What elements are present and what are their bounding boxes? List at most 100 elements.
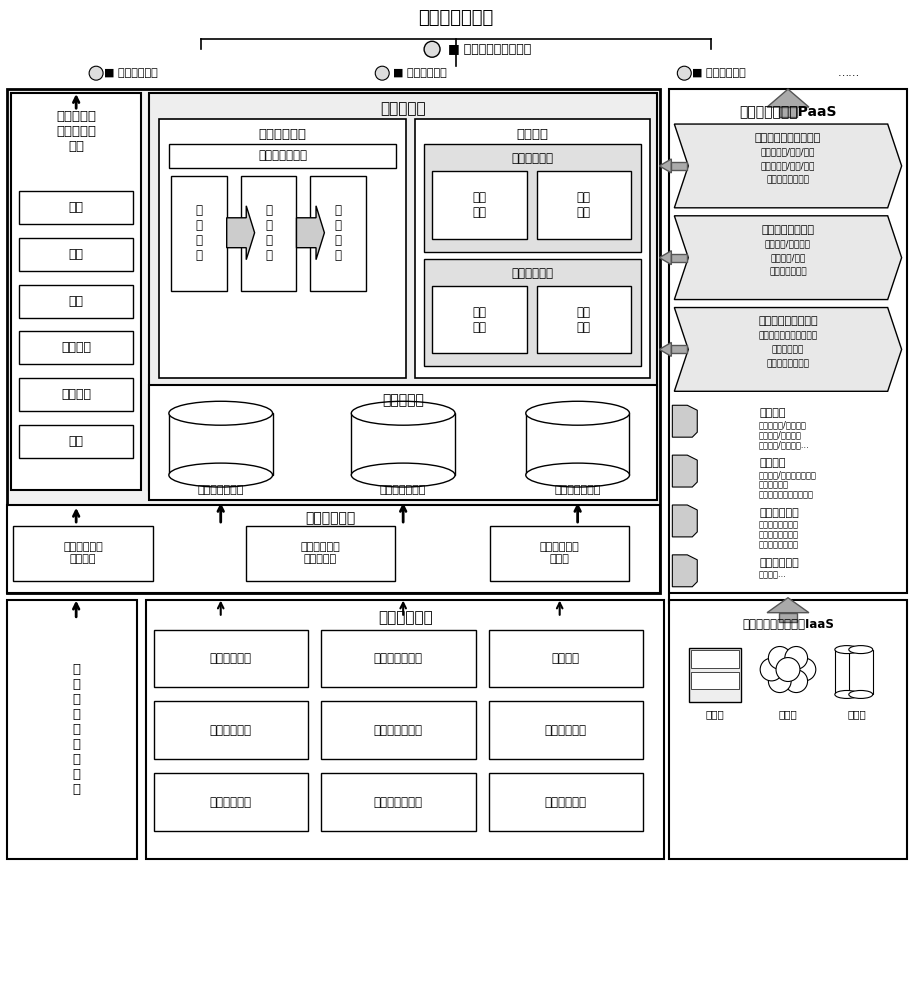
Text: 平台服务支撑层PaaS: 平台服务支撑层PaaS	[739, 104, 835, 118]
Polygon shape	[169, 413, 272, 475]
Circle shape	[89, 66, 103, 80]
Polygon shape	[659, 159, 670, 173]
Text: 终端软件开发: 终端软件开发	[758, 508, 798, 518]
Circle shape	[775, 658, 799, 681]
Text: 工矿行业用户层: 工矿行业用户层	[418, 9, 493, 27]
Ellipse shape	[848, 646, 872, 654]
Bar	[241, 176, 296, 291]
Ellipse shape	[351, 463, 455, 487]
Text: 交付管理/支付管理: 交付管理/支付管理	[758, 431, 801, 440]
Bar	[245, 526, 394, 581]
Polygon shape	[673, 216, 901, 300]
Circle shape	[424, 41, 440, 57]
Text: 组织机构与负责: 组织机构与负责	[374, 796, 422, 809]
Ellipse shape	[848, 690, 872, 698]
Bar	[154, 701, 308, 759]
Polygon shape	[834, 650, 858, 694]
Text: 海量数据容错与可信管理: 海量数据容错与可信管理	[758, 491, 814, 500]
Bar	[424, 259, 640, 366]
Bar	[19, 425, 133, 458]
Polygon shape	[227, 206, 254, 260]
Text: 虚拟资源层: 虚拟资源层	[382, 393, 424, 407]
Text: 费用核算/结算: 费用核算/结算	[770, 253, 804, 262]
Text: 教育培训知识: 教育培训知识	[544, 724, 586, 737]
Ellipse shape	[169, 401, 272, 425]
Bar	[148, 93, 657, 490]
Text: 云网络: 云网络	[778, 709, 796, 719]
Bar	[19, 285, 133, 318]
Text: 业务
管理: 业务 管理	[471, 306, 486, 334]
Text: 信用评估与分析: 信用评估与分析	[768, 267, 806, 276]
Ellipse shape	[526, 401, 629, 425]
Polygon shape	[351, 413, 455, 475]
Polygon shape	[766, 598, 808, 613]
Bar	[670, 254, 687, 262]
Text: 平台开发工具: 平台开发工具	[758, 558, 798, 568]
Bar	[778, 107, 796, 117]
Ellipse shape	[834, 646, 858, 654]
Ellipse shape	[169, 463, 272, 487]
Text: 云服务注册/发布/注销: 云服务注册/发布/注销	[760, 147, 814, 156]
Text: 安全管理制度: 安全管理制度	[210, 724, 251, 737]
Circle shape	[784, 670, 806, 693]
Text: 生产设备数据: 生产设备数据	[210, 652, 251, 665]
Circle shape	[677, 66, 691, 80]
Polygon shape	[671, 455, 697, 487]
Text: 业务
采集: 业务 采集	[471, 191, 486, 219]
Text: 知识聚集与分类引擎: 知识聚集与分类引擎	[757, 316, 817, 326]
Text: 云服务搜索/调度/组合: 云服务搜索/调度/组合	[760, 161, 814, 170]
Circle shape	[793, 658, 815, 681]
Polygon shape	[526, 413, 629, 475]
Text: 部署: 部署	[68, 248, 84, 261]
Text: ■ 企业应用系统: ■ 企业应用系统	[393, 68, 446, 78]
Bar	[7, 89, 660, 593]
Text: 行业知识建模: 行业知识建模	[771, 345, 804, 354]
Polygon shape	[659, 342, 670, 356]
Text: 开发: 开发	[68, 201, 84, 214]
Text: 海量数据处理: 海量数据处理	[258, 128, 306, 141]
Bar	[321, 773, 476, 831]
Bar	[154, 773, 308, 831]
Polygon shape	[296, 206, 324, 260]
Polygon shape	[671, 555, 697, 587]
Text: 监控: 监控	[68, 295, 84, 308]
Circle shape	[760, 658, 782, 681]
Bar	[146, 600, 663, 859]
Bar	[154, 630, 308, 687]
Text: 运营管理: 运营管理	[758, 408, 784, 418]
Polygon shape	[766, 89, 808, 107]
Text: 软件市场...: 软件市场...	[758, 570, 786, 579]
Bar	[488, 773, 643, 831]
Bar	[778, 613, 796, 622]
Bar	[488, 701, 643, 759]
Bar	[321, 630, 476, 687]
Text: 云服务执行与监控: 云服务执行与监控	[765, 175, 809, 184]
Bar	[159, 119, 405, 378]
Polygon shape	[848, 650, 872, 694]
Text: 事故源历史数据: 事故源历史数据	[374, 724, 422, 737]
Text: 标准化基本规范: 标准化基本规范	[374, 652, 422, 665]
Text: 数据信息资源池: 数据信息资源池	[554, 485, 600, 495]
Text: 生产服务资源池: 生产服务资源池	[380, 485, 425, 495]
Text: 业务协同: 业务协同	[517, 128, 548, 141]
Text: 云存储: 云存储	[846, 709, 865, 719]
Bar	[14, 526, 153, 581]
Text: ……: ……	[837, 68, 859, 78]
Text: 交易逻辑/过程管理: 交易逻辑/过程管理	[764, 239, 810, 248]
Text: 安全生产投入: 安全生产投入	[210, 796, 251, 809]
Text: 法律法规: 法律法规	[551, 652, 579, 665]
Bar	[424, 144, 640, 252]
Text: ■ 政府监察平台: ■ 政府监察平台	[104, 68, 158, 78]
Text: 应用服务层: 应用服务层	[380, 102, 425, 117]
Text: 用户管理/积分管理...: 用户管理/积分管理...	[758, 441, 809, 450]
Text: 日志管理: 日志管理	[61, 388, 91, 401]
Ellipse shape	[834, 690, 858, 698]
Text: 行业知识聚集分类: 行业知识聚集分类	[765, 359, 809, 368]
Text: 基础设施服务支撑层IaaS: 基础设施服务支撑层IaaS	[742, 618, 833, 631]
Bar	[489, 526, 629, 581]
Bar	[691, 672, 738, 689]
Text: 系统管理与
相关工具集
研制: 系统管理与 相关工具集 研制	[56, 110, 96, 153]
Text: 多租户服务/订单管理: 多租户服务/订单管理	[758, 421, 806, 430]
Bar	[169, 144, 395, 168]
Bar	[670, 345, 687, 353]
